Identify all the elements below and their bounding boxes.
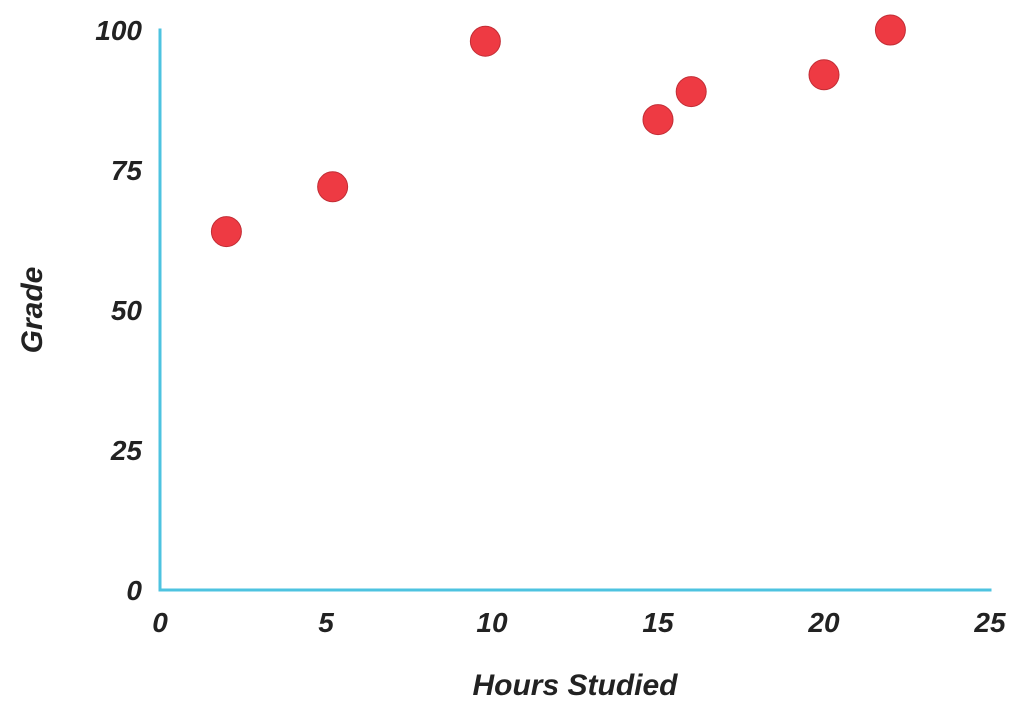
- y-tick-label: 0: [126, 575, 142, 606]
- x-tick-label: 5: [318, 607, 334, 638]
- data-point: [875, 15, 905, 45]
- scatter-chart: 0 25 50 75 100 0 5 10 15 20 25 Hours Studied Grade: [0, 0, 1024, 728]
- data-point: [643, 105, 673, 135]
- y-tick-label: 75: [111, 155, 143, 186]
- y-tick-label: 25: [110, 435, 143, 466]
- data-point: [809, 60, 839, 90]
- y-tick-label: 50: [111, 295, 143, 326]
- x-tick-label: 25: [973, 607, 1006, 638]
- data-point: [318, 172, 348, 202]
- y-axis-label: Grade: [16, 267, 49, 354]
- chart-svg: 0 25 50 75 100 0 5 10 15 20 25 Hours Studied Grade: [0, 0, 1024, 728]
- data-point: [676, 77, 706, 107]
- x-tick-label: 20: [807, 607, 840, 638]
- x-tick-label: 0: [152, 607, 168, 638]
- data-point: [211, 217, 241, 247]
- x-tick-label: 15: [642, 607, 674, 638]
- data-point: [470, 26, 500, 56]
- y-tick-label: 100: [95, 15, 142, 46]
- x-axis-label: Hours Studied: [472, 669, 678, 702]
- x-tick-label: 10: [476, 607, 508, 638]
